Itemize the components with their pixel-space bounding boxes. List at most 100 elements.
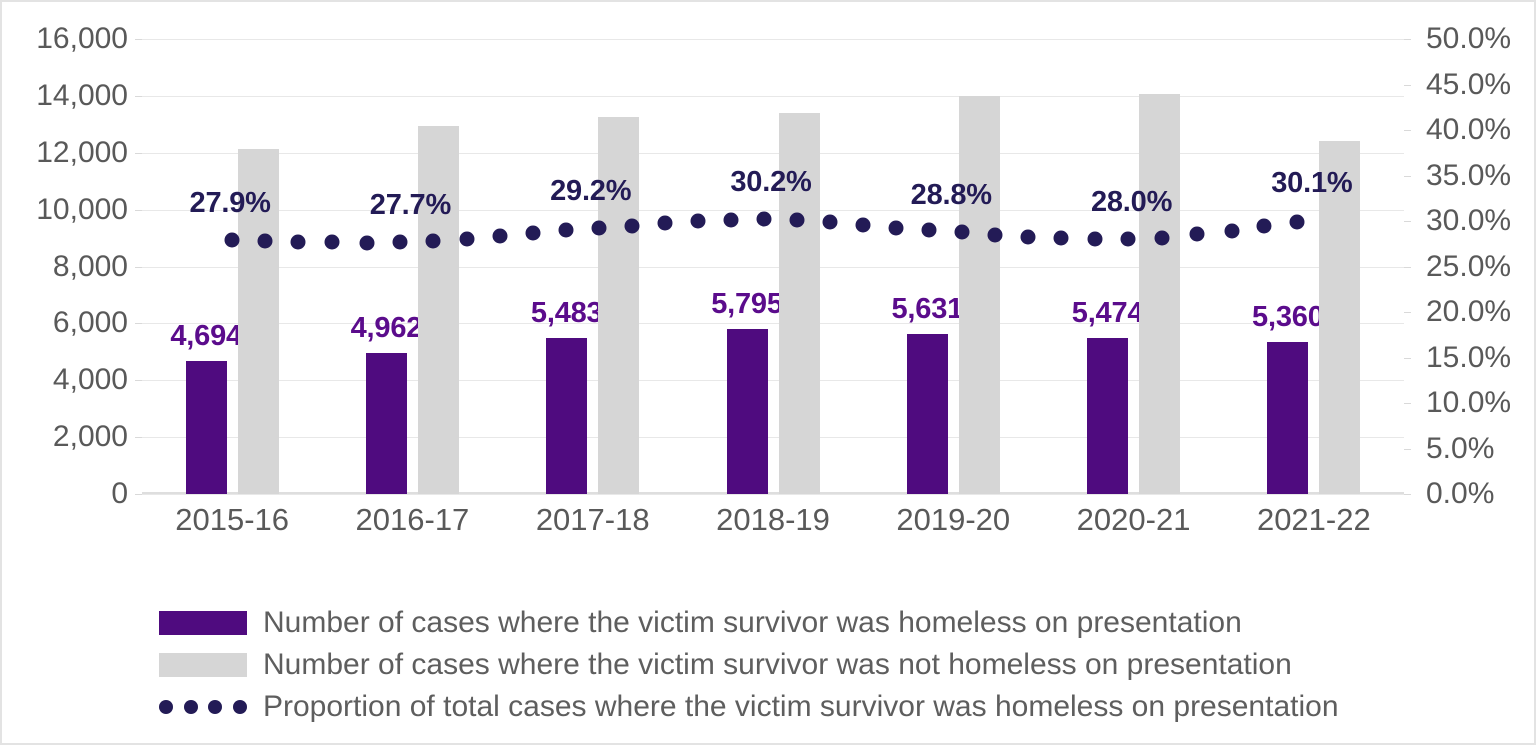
proportion-data-dot — [1224, 223, 1240, 238]
y-axis-left-tick-label: 0 — [111, 477, 128, 510]
y-axis-left-tick-mark — [135, 209, 142, 211]
y-axis-right-tick-mark — [1404, 357, 1411, 359]
y-axis-left-tick-label: 6,000 — [52, 306, 128, 340]
proportion-data-dot — [690, 213, 706, 229]
x-axis-tick-label: 2021-22 — [1256, 502, 1371, 537]
y-axis-right-tick-label: 25.0% — [1426, 249, 1512, 283]
y-axis-right-tick-label: 15.0% — [1426, 340, 1512, 374]
y-axis-right-tick-mark — [1404, 130, 1411, 131]
x-axis-tick-label: 2019-20 — [896, 502, 1011, 537]
bar-value-label: 5,360 — [1252, 300, 1324, 333]
y-axis-left-tick-label: 16,000 — [36, 22, 128, 55]
y-axis-left-tick-mark — [135, 152, 142, 154]
y-axis-left-tick-mark — [135, 95, 142, 97]
bar-not-homeless[interactable] — [778, 112, 820, 494]
gridline — [142, 39, 1404, 40]
proportion-data-dot — [1053, 230, 1069, 246]
proportion-data-dot — [525, 225, 541, 241]
proportion-value-label: 27.9% — [189, 187, 271, 220]
bar-value-label: 4,694 — [170, 319, 242, 352]
bar-value-label: 4,962 — [350, 311, 423, 344]
gridline — [142, 437, 1404, 439]
y-axis-right-tick-mark — [1404, 448, 1411, 450]
legend-dots-navy-icon — [159, 695, 247, 719]
bar-homeless[interactable] — [906, 333, 948, 494]
plot-area: 4,694 4,962 5,483 5,795 5,631 5,474 5,360 27.9%… — [142, 39, 1404, 495]
bar-homeless[interactable] — [546, 338, 588, 494]
legend-item-not-homeless[interactable]: Number of cases where the victim survivo… — [2, 644, 1534, 686]
proportion-data-dot — [558, 222, 574, 238]
y-axis-left-tick-label: 10,000 — [36, 192, 128, 226]
x-axis-tick-label: 2016-17 — [355, 502, 470, 537]
gridline — [142, 323, 1404, 325]
bar-value-label: 5,483 — [530, 297, 603, 330]
y-axis-right-tick-label: 0.0% — [1426, 477, 1495, 510]
bar-not-homeless[interactable] — [1139, 94, 1181, 494]
proportion-data-dot — [324, 234, 340, 250]
proportion-data-dot — [1120, 231, 1136, 247]
legend-label-homeless: Number of cases where the victim survivo… — [263, 606, 1242, 639]
proportion-data-dot — [492, 228, 508, 244]
legend-item-homeless[interactable]: Number of cases where the victim survivo… — [2, 602, 1534, 644]
y-axis-right-tick-mark — [1404, 175, 1411, 177]
bar-homeless[interactable] — [1267, 341, 1309, 494]
y-axis-right-tick-label: 30.0% — [1426, 204, 1512, 237]
bar-not-homeless[interactable] — [417, 125, 459, 494]
y-axis-left-tick-mark — [135, 323, 142, 325]
x-axis-baseline — [142, 492, 1404, 494]
y-axis-left-tick-mark — [135, 266, 142, 268]
y-axis-left-tick-mark — [135, 380, 142, 382]
bar-not-homeless[interactable] — [598, 117, 640, 494]
proportion-value-label: 30.1% — [1271, 167, 1353, 200]
bar-not-homeless[interactable] — [958, 95, 1000, 494]
proportion-data-dot — [921, 222, 937, 238]
proportion-data-dot — [392, 234, 408, 250]
x-axis-tick-label: 2015-16 — [175, 502, 290, 537]
gridline — [142, 494, 1404, 495]
proportion-data-dot — [657, 215, 673, 231]
y-axis-left-tick-mark — [135, 437, 142, 439]
y-axis-left-tick-label: 12,000 — [36, 135, 128, 169]
proportion-data-dot — [855, 217, 871, 233]
x-axis-tick-label: 2020-21 — [1076, 502, 1191, 537]
legend-swatch-purple-icon — [159, 611, 247, 635]
x-axis-labels: 2015-16 2016-17 2017-18 2018-19 2019-20 2020-… — [142, 502, 1404, 552]
proportion-data-dot — [1020, 229, 1036, 245]
y-axis-right-tick-mark — [1404, 312, 1411, 313]
bar-homeless[interactable] — [185, 360, 227, 494]
y-axis-right-tick-mark — [1404, 221, 1411, 222]
y-axis-right-tick-label: 45.0% — [1426, 67, 1512, 101]
y-axis-right-tick-mark — [1404, 84, 1411, 86]
legend-label-proportion: Proportion of total cases where the vict… — [263, 690, 1339, 723]
legend-item-proportion[interactable]: Proportion of total cases where the vict… — [2, 686, 1534, 728]
gridline — [142, 266, 1404, 268]
bar-homeless[interactable] — [1087, 338, 1129, 494]
gridline — [142, 95, 1404, 97]
bar-homeless[interactable] — [726, 329, 768, 494]
y-axis-left-tick-mark — [135, 494, 142, 495]
bar-not-homeless[interactable] — [1319, 140, 1361, 494]
y-axis-left-tick-label: 2,000 — [52, 420, 128, 454]
y-axis-right-tick-label: 5.0% — [1426, 431, 1495, 465]
legend-swatch-gray-icon — [159, 653, 247, 677]
gridline — [142, 152, 1404, 154]
proportion-value-label: 27.7% — [369, 188, 452, 221]
y-axis-right-tick-label: 20.0% — [1426, 295, 1512, 328]
legend-label-not-homeless: Number of cases where the victim survivo… — [263, 648, 1292, 681]
proportion-data-dot — [888, 220, 904, 236]
proportion-data-dot — [459, 231, 474, 247]
proportion-data-dot — [1289, 214, 1305, 230]
y-axis-right-tick-mark — [1404, 266, 1411, 268]
y-axis-left-tick-label: 14,000 — [36, 78, 128, 112]
y-axis-right-tick-label: 50.0% — [1426, 22, 1512, 55]
bar-homeless[interactable] — [365, 352, 407, 494]
proportion-value-label: 29.2% — [550, 175, 632, 208]
proportion-data-dot — [1189, 226, 1205, 242]
bar-value-label: 5,795 — [711, 288, 783, 321]
x-axis-tick-label: 2018-19 — [716, 502, 830, 537]
proportion-data-dot — [822, 214, 838, 230]
chart-legend: Number of cases where the victim survivo… — [2, 602, 1534, 728]
bar-not-homeless[interactable] — [237, 148, 279, 494]
proportion-data-dot — [1087, 231, 1102, 247]
